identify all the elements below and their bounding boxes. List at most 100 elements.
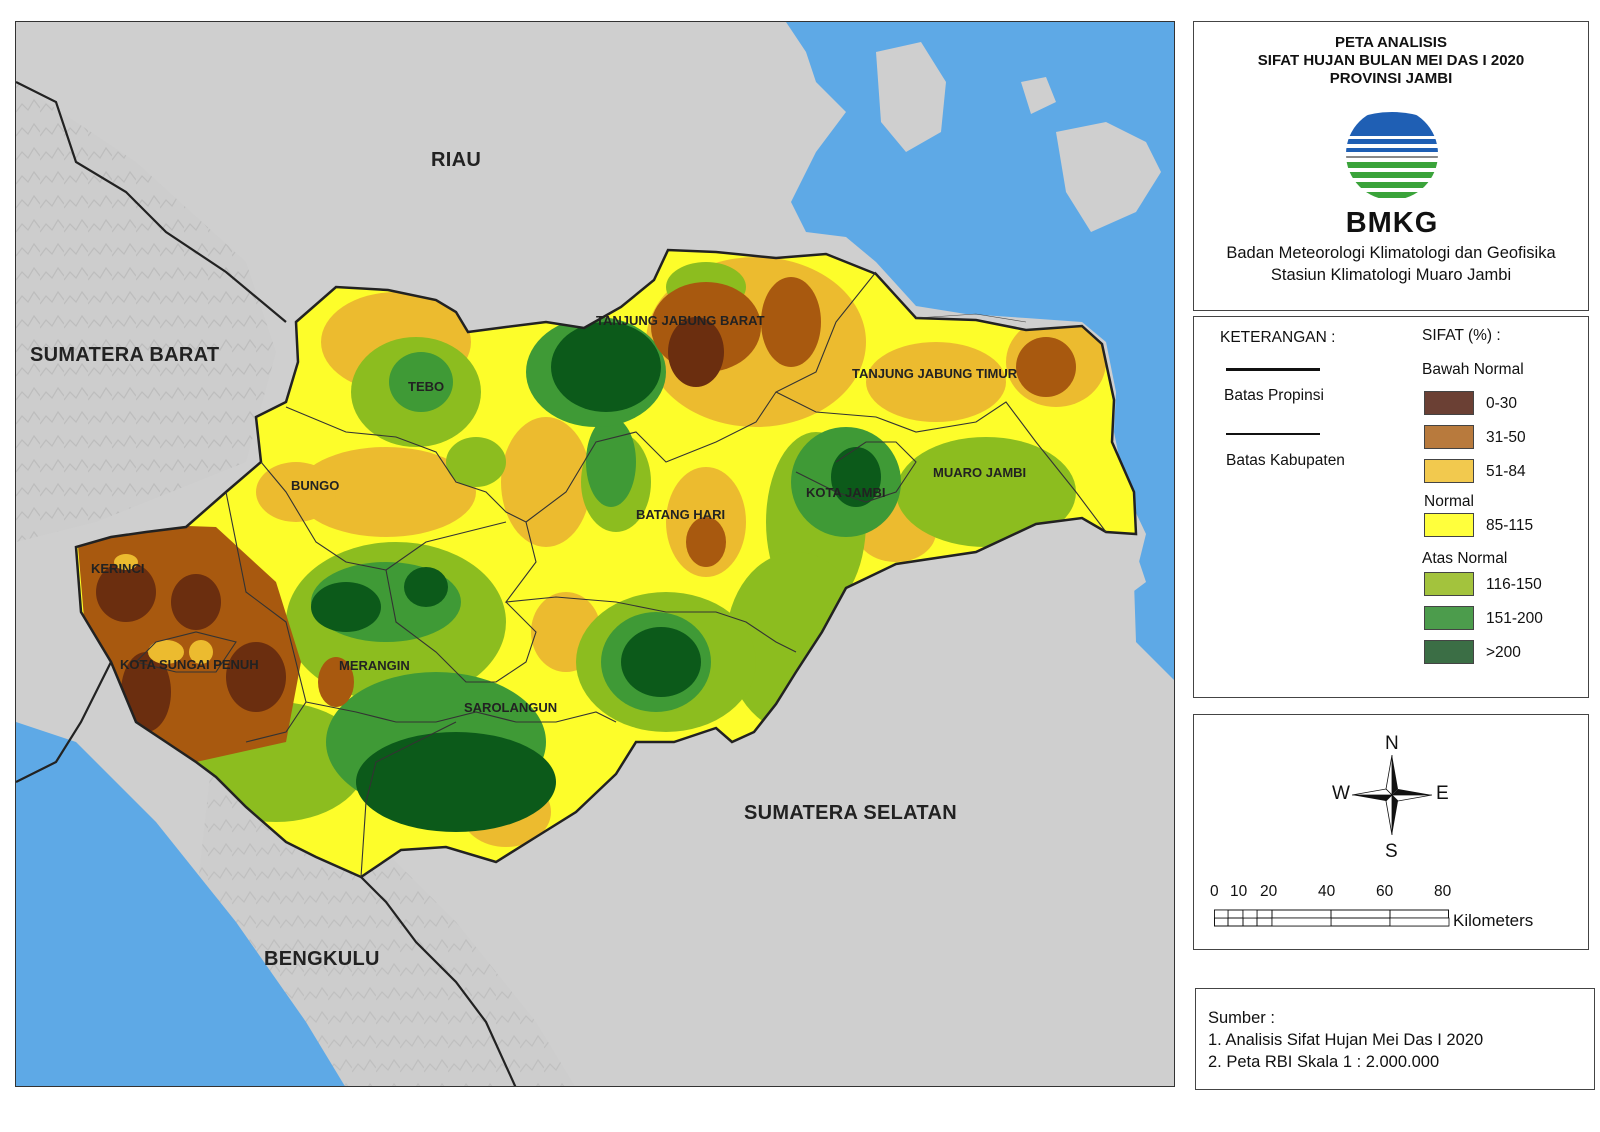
scale-tick-10: 10: [1230, 883, 1248, 900]
rainfall-map: RIAU SUMATERA BARAT SUMATERA SELATAN BEN…: [15, 21, 1175, 1087]
legend-class-0-30: 0-30: [1486, 395, 1518, 412]
legend-group-bawah-normal: Bawah Normal: [1422, 361, 1524, 378]
swatch-151-200: [1424, 606, 1474, 630]
scale-unit: Kilometers: [1453, 911, 1534, 930]
compass-n: N: [1385, 733, 1399, 754]
label-merangin: MERANGIN: [339, 658, 410, 673]
legend-batas-propinsi: Batas Propinsi: [1224, 387, 1324, 404]
agency-name: Badan Meteorologi Klimatologi dan Geofis…: [1226, 244, 1556, 262]
compass-e: E: [1436, 783, 1449, 804]
label-kota-jambi: KOTA JAMBI: [806, 485, 886, 500]
island-1: [876, 42, 946, 152]
island-3: [1021, 77, 1056, 114]
legend-class-116-150: 116-150: [1486, 576, 1542, 593]
title-line-3: PROVINSI JAMBI: [1329, 70, 1453, 87]
zone-31-50: [686, 517, 726, 567]
label-kerinci: KERINCI: [91, 561, 145, 576]
legend-regency-line: [1226, 433, 1320, 435]
swatch-51-84: [1424, 459, 1474, 483]
zone-0-30: [121, 652, 171, 732]
label-riau: RIAU: [431, 149, 482, 171]
label-sarolangun: SAROLANGUN: [464, 700, 558, 715]
zone-gt-200: [551, 322, 661, 412]
relief-west: [16, 82, 276, 542]
label-sumatera-selatan: SUMATERA SELATAN: [744, 802, 957, 824]
legend-sifat-header: SIFAT (%) :: [1422, 327, 1501, 344]
swatch-85-115: [1424, 513, 1474, 537]
boundary-sumbar-riau: [16, 81, 287, 323]
scale-tick-40: 40: [1318, 883, 1336, 900]
legend-keterangan: KETERANGAN :: [1220, 329, 1336, 346]
legend-batas-kabupaten: Batas Kabupaten: [1226, 452, 1345, 469]
legend-province-line: [1226, 368, 1320, 371]
sea-west: [16, 722, 345, 1086]
legend-class-151-200: 151-200: [1486, 610, 1543, 627]
zone-0-30: [226, 642, 286, 712]
compass-s: S: [1385, 841, 1398, 862]
swatch-31-50: [1424, 425, 1474, 449]
zone-31-50: [761, 277, 821, 367]
zone-0-30: [171, 574, 221, 630]
compass-w: W: [1332, 783, 1350, 804]
jambi-rainfall: [76, 250, 1136, 877]
zone-51-84: [148, 640, 184, 664]
bmkg-logo-text: BMKG: [1345, 207, 1439, 239]
zone-gt-200: [404, 567, 448, 607]
title-line-1: PETA ANALISIS: [1335, 34, 1447, 51]
label-tanjung-jabung-barat: TANJUNG JABUNG BARAT: [596, 313, 765, 328]
zone-51-84: [256, 462, 336, 522]
title-line-2: SIFAT HUJAN BULAN MEI DAS I 2020: [1257, 52, 1525, 69]
province-boundary: [74, 248, 1138, 879]
compass-scale-panel: N S E W 0 10 20 40 60 80 Kilometers: [1193, 714, 1589, 950]
title-panel: PETA ANALISIS SIFAT HUJAN BULAN MEI DAS …: [1193, 21, 1589, 311]
label-bungo: BUNGO: [291, 478, 340, 493]
source-heading: Sumber :: [1208, 1009, 1275, 1027]
bmkg-logo: BMKG: [1342, 106, 1442, 240]
legend-group-normal: Normal: [1424, 493, 1474, 510]
swatch-0-30: [1424, 391, 1474, 415]
label-tanjung-jabung-timur: TANJUNG JABUNG TIMUR: [852, 366, 1018, 381]
legend-class-31-50: 31-50: [1486, 429, 1526, 446]
scale-tick-80: 80: [1434, 883, 1452, 900]
label-kota-sungai-penuh: KOTA SUNGAI PENUH: [120, 657, 259, 672]
legend-class-85-115: 85-115: [1486, 517, 1534, 534]
boundary-bengkulu-sumsel: [360, 876, 517, 1086]
swatch-gt-200: [1424, 640, 1474, 664]
swatch-116-150: [1424, 572, 1474, 596]
label-batang-hari: BATANG HARI: [636, 507, 726, 522]
regency-boundaries: [134, 271, 1107, 878]
legend-class-gt-200: >200: [1486, 644, 1521, 661]
zone-116-150: [446, 437, 506, 487]
zone-51-84: [114, 554, 138, 570]
legend-group-atas-normal: Atas Normal: [1422, 550, 1508, 567]
zone-116-150: [896, 437, 1076, 547]
zone-51-84: [866, 342, 1006, 422]
scale-tick-60: 60: [1376, 883, 1394, 900]
source-panel: Sumber : 1. Analisis Sifat Hujan Mei Das…: [1195, 988, 1595, 1090]
zone-gt-200: [356, 732, 556, 832]
label-bengkulu: BENGKULU: [264, 948, 380, 970]
map-canvas: [16, 22, 1174, 1086]
zone-151-200: [389, 352, 453, 412]
coastline: [915, 313, 1027, 323]
source-item-2: 2. Peta RBI Skala 1 : 2.000.000: [1208, 1053, 1440, 1071]
legend-class-51-84: 51-84: [1486, 463, 1526, 480]
label-muaro-jambi: MUARO JAMBI: [933, 465, 1027, 480]
zone-gt-200: [311, 582, 381, 632]
zone-51-84: [501, 417, 591, 547]
zone-0-30: [668, 317, 724, 387]
source-item-1: 1. Analisis Sifat Hujan Mei Das I 2020: [1208, 1031, 1484, 1049]
zone-31-50: [1016, 337, 1076, 397]
scale-bar: [1214, 909, 1450, 927]
bmkg-emblem: [1346, 108, 1438, 200]
scale-tick-20: 20: [1260, 883, 1278, 900]
legend-panel: KETERANGAN : SIFAT (%) : Batas Propinsi …: [1193, 316, 1589, 698]
zone-51-84: [189, 640, 213, 664]
scale-tick-0: 0: [1210, 883, 1219, 900]
label-sumatera-barat: SUMATERA BARAT: [30, 344, 220, 366]
island-4: [1116, 552, 1146, 597]
zone-gt-200: [621, 627, 701, 697]
zone-151-200: [586, 417, 636, 507]
island-2: [1056, 122, 1161, 232]
boundary-bengkulu-north: [16, 661, 112, 783]
